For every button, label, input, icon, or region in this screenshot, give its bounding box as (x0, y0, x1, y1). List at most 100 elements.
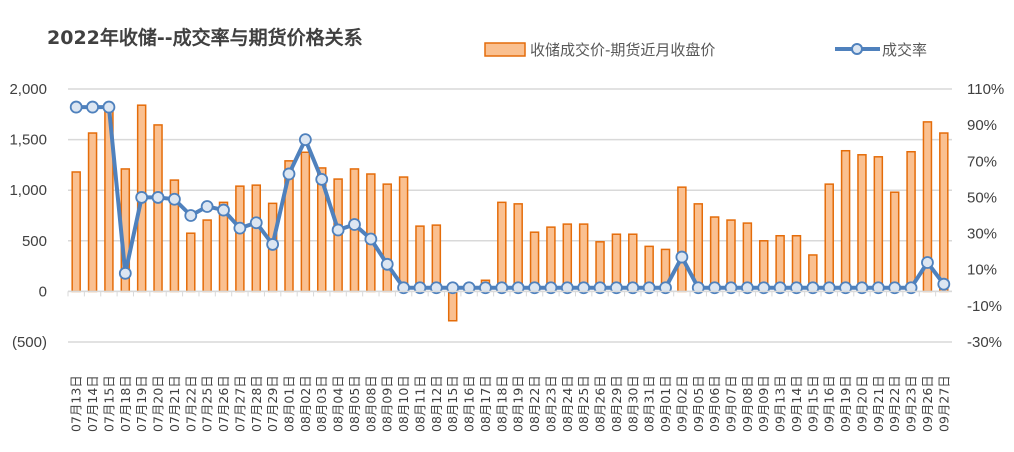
left-tick-label: (500) (12, 334, 47, 351)
rate-point (495, 281, 509, 295)
rate-point (151, 191, 165, 204)
x-tick-label: 08月05日 (347, 375, 362, 432)
rate-point (708, 281, 722, 295)
bar (726, 219, 736, 293)
rate-point (626, 281, 640, 295)
x-tick-label: 09月09日 (756, 375, 771, 432)
rate-point (528, 281, 541, 295)
bar (497, 201, 507, 293)
legend-bar-label: 收储成交价-期货近月收盘价 (530, 41, 715, 59)
x-tick-label: 07月18日 (118, 375, 133, 432)
rate-point (397, 281, 410, 295)
x-tick-label: 09月13日 (773, 375, 788, 432)
rate-point (871, 281, 885, 295)
rate-point (724, 281, 738, 295)
rate-point (217, 203, 230, 217)
x-tick-label: 09月08日 (740, 375, 755, 432)
rate-point (610, 281, 623, 295)
x-tick-label: 08月01日 (282, 375, 297, 432)
rate-point (446, 281, 460, 295)
bar (742, 222, 753, 293)
rate-point (691, 281, 705, 295)
right-tick-label: -30% (967, 334, 1002, 351)
x-tick-label: 08月30日 (625, 375, 640, 432)
x-tick-label: 09月20日 (854, 375, 869, 432)
rate-point (249, 216, 263, 230)
x-tick-label: 08月04日 (331, 375, 346, 432)
rate-point (675, 250, 689, 264)
bar (382, 183, 392, 293)
x-tick-label: 07月28日 (249, 375, 264, 432)
x-tick-label: 08月11日 (412, 375, 427, 432)
legend-line-label: 成交率 (882, 41, 927, 59)
bar (513, 203, 523, 293)
x-tick-label: 08月08日 (363, 375, 378, 432)
x-tick-label: 09月27日 (936, 375, 951, 432)
x-tick-label: 08月29日 (609, 375, 624, 432)
x-tick-label: 07月13日 (69, 375, 84, 432)
x-tick-label: 09月06日 (707, 375, 722, 432)
x-tick-label: 08月23日 (543, 375, 558, 432)
bar (153, 124, 163, 293)
x-tick-label: 08月09日 (380, 375, 395, 432)
x-tick-label: 07月22日 (183, 375, 198, 432)
x-tick-label: 08月31日 (642, 375, 657, 432)
legend-line-marker (851, 43, 863, 55)
rate-point (266, 238, 280, 251)
bar (857, 154, 867, 293)
rate-point (200, 200, 214, 213)
rate-point (135, 191, 149, 204)
x-tick-label: 09月23日 (904, 375, 919, 432)
rate-point (806, 281, 820, 295)
rate-point (773, 281, 787, 295)
rate-point (315, 172, 329, 186)
x-tick-label: 08月18日 (494, 375, 509, 432)
right-tick-label: 90% (967, 117, 997, 134)
x-tick-label: 09月01日 (658, 375, 673, 432)
x-tick-label: 07月27日 (232, 375, 247, 432)
rate-point (593, 281, 607, 295)
rate-point (364, 232, 378, 246)
rate-point (904, 281, 918, 295)
rate-point (282, 167, 296, 181)
x-tick-label: 07月15日 (101, 375, 116, 432)
rate-point (69, 100, 83, 114)
x-tick-label: 08月17日 (478, 375, 493, 432)
bar (87, 132, 98, 293)
rate-point (429, 281, 443, 295)
rate-point (511, 281, 525, 295)
bar (824, 183, 834, 293)
x-tick-label: 08月19日 (511, 375, 526, 432)
left-tick-label: 1,500 (9, 132, 47, 149)
x-tick-label: 08月25日 (576, 375, 591, 432)
rate-point (233, 221, 247, 235)
rate-point (348, 218, 361, 231)
rate-point (168, 192, 181, 206)
bar (251, 184, 262, 293)
x-tick-label: 09月22日 (887, 375, 902, 432)
right-tick-label: 30% (967, 226, 997, 243)
left-tick-label: 2,000 (9, 81, 47, 98)
right-tick-label: 50% (967, 189, 997, 206)
legend-bar-swatch (484, 42, 526, 57)
bar (578, 223, 589, 293)
chart-title: 2022年收储--成交率与期货价格关系 (47, 26, 363, 49)
bar (939, 132, 949, 293)
rate-point (462, 281, 476, 295)
left-tick-label: 1,000 (9, 182, 47, 199)
x-tick-label: 08月24日 (560, 375, 575, 432)
bar (202, 219, 212, 293)
x-tick-label: 09月19日 (838, 375, 853, 432)
bar (873, 156, 884, 293)
bar (906, 150, 916, 293)
right-tick-label: 10% (967, 262, 997, 279)
left-tick-label: 0 (39, 283, 47, 300)
x-tick-label: 07月20日 (151, 375, 166, 432)
x-tick-label: 07月29日 (265, 375, 280, 432)
rate-point (298, 133, 312, 147)
bar (677, 186, 687, 293)
x-tick-label: 08月22日 (527, 375, 542, 432)
bar (235, 185, 245, 293)
rate-point (102, 100, 116, 114)
